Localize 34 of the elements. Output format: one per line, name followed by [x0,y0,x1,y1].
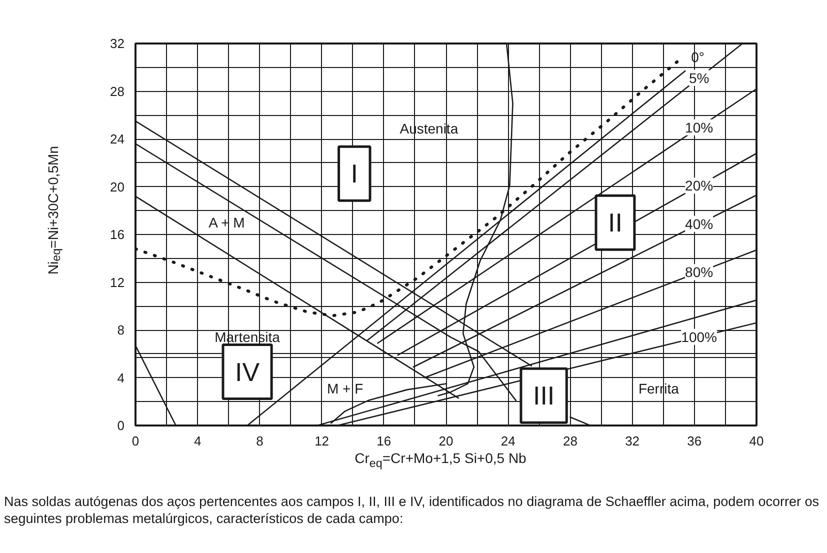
y-tick-label: 12 [110,274,125,290]
x-axis-title: Cr$_{eq}$=Cr+Mo+1,5 Si+0,5 Nb [354,449,528,472]
text: Nas soldas autógenas dos aços pertencentes aos campos I, II, III e IV, identificados no diagrama de Schaeffler acima, podem ocorrer os seguintes problemas metalúrgicos, característicos de cada campo: [4,493,820,527]
y-tick-label: 28 [110,84,125,99]
x-tick-label: 20 [438,434,454,448]
x-tick-label: 12 [314,434,330,448]
annotation: A + M [208,214,245,231]
y-tick-label: 0 [117,418,125,433]
x-tick-label: 8 [256,434,264,448]
y-tick-label: 24 [110,132,125,146]
y-tick-label: 16 [110,227,125,242]
y-tick-label: 4 [117,370,125,386]
y-tick-label: 20 [110,179,125,194]
series-label: 10% [685,119,714,136]
x-tick-label: 32 [625,434,640,448]
y-tick-label: 8 [117,322,125,338]
series-label: 100% [681,328,717,345]
annotation: III [532,380,555,411]
y-tick-label: 32 [110,36,125,51]
x-tick-label: 16 [376,434,392,448]
series-label: 5% [688,70,710,86]
x-tick-label: 40 [749,434,764,448]
annotation: II [608,208,622,238]
x-tick-label: 0 [132,434,140,448]
annotation: M + F [327,380,364,396]
series-label: 40% [685,216,714,232]
annotation: IV [234,356,260,387]
annotation: I [350,158,358,189]
series-label: 20% [685,178,714,194]
x-tick-label: 4 [194,434,202,448]
x-tick-label: 36 [687,434,702,448]
series-label: 80% [685,264,714,280]
x-tick-label: 28 [562,434,578,448]
x-tick-label: 24 [500,434,516,448]
